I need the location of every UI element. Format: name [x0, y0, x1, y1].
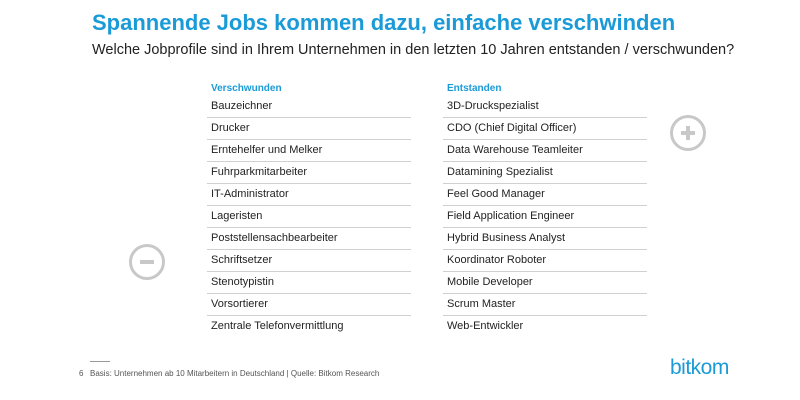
list-item: Data Warehouse Teamleiter — [443, 140, 647, 162]
list-item: Erntehelfer und Melker — [207, 140, 411, 162]
entstanden-column: Entstanden 3D-Druckspezialist CDO (Chief… — [443, 82, 647, 337]
verschwunden-list: Bauzeichner Drucker Erntehelfer und Melk… — [207, 96, 411, 337]
minus-bar — [140, 260, 154, 264]
verschwunden-column: Verschwunden Bauzeichner Drucker Erntehe… — [207, 82, 411, 337]
list-item: Scrum Master — [443, 294, 647, 316]
list-item: Mobile Developer — [443, 272, 647, 294]
list-item: Lageristen — [207, 206, 411, 228]
plus-circle-icon — [670, 115, 706, 151]
list-item: Vorsortierer — [207, 294, 411, 316]
minus-circle-icon — [129, 244, 165, 280]
list-item: 3D-Druckspezialist — [443, 96, 647, 118]
list-item: Poststellensachbearbeiter — [207, 228, 411, 250]
page-number: 6 — [79, 369, 84, 378]
bitkom-logo: bitkom — [670, 356, 729, 380]
list-item: CDO (Chief Digital Officer) — [443, 118, 647, 140]
list-item: Zentrale Telefonvermittlung — [211, 320, 344, 332]
page-title: Spannende Jobs kommen dazu, einfache ver… — [92, 10, 676, 35]
list-item: Feel Good Manager — [443, 184, 647, 206]
list-item: Drucker — [207, 118, 411, 140]
list-item: Field Application Engineer — [443, 206, 647, 228]
entstanden-list: 3D-Druckspezialist CDO (Chief Digital Of… — [443, 96, 647, 337]
list-item: Bauzeichner — [207, 96, 411, 118]
column-heading-verschwunden: Verschwunden — [211, 83, 282, 94]
list-item: Koordinator Roboter — [443, 250, 647, 272]
list-item: Hybrid Business Analyst — [443, 228, 647, 250]
list-item: IT-Administrator — [207, 184, 411, 206]
page-subtitle: Welche Jobprofile sind in Ihrem Unterneh… — [92, 42, 735, 58]
list-item: Schriftsetzer — [207, 250, 411, 272]
footer-rule — [90, 361, 110, 362]
list-item: Fuhrparkmitarbeiter — [207, 162, 411, 184]
plus-bar-vertical — [686, 126, 690, 140]
list-item: Web-Entwickler — [447, 320, 524, 332]
list-item: Datamining Spezialist — [443, 162, 647, 184]
list-item: Stenotypistin — [207, 272, 411, 294]
column-heading-entstanden: Entstanden — [447, 83, 502, 94]
logo-text: bitkom — [670, 356, 729, 379]
source-note: Basis: Unternehmen ab 10 Mitarbeitern in… — [90, 369, 380, 378]
